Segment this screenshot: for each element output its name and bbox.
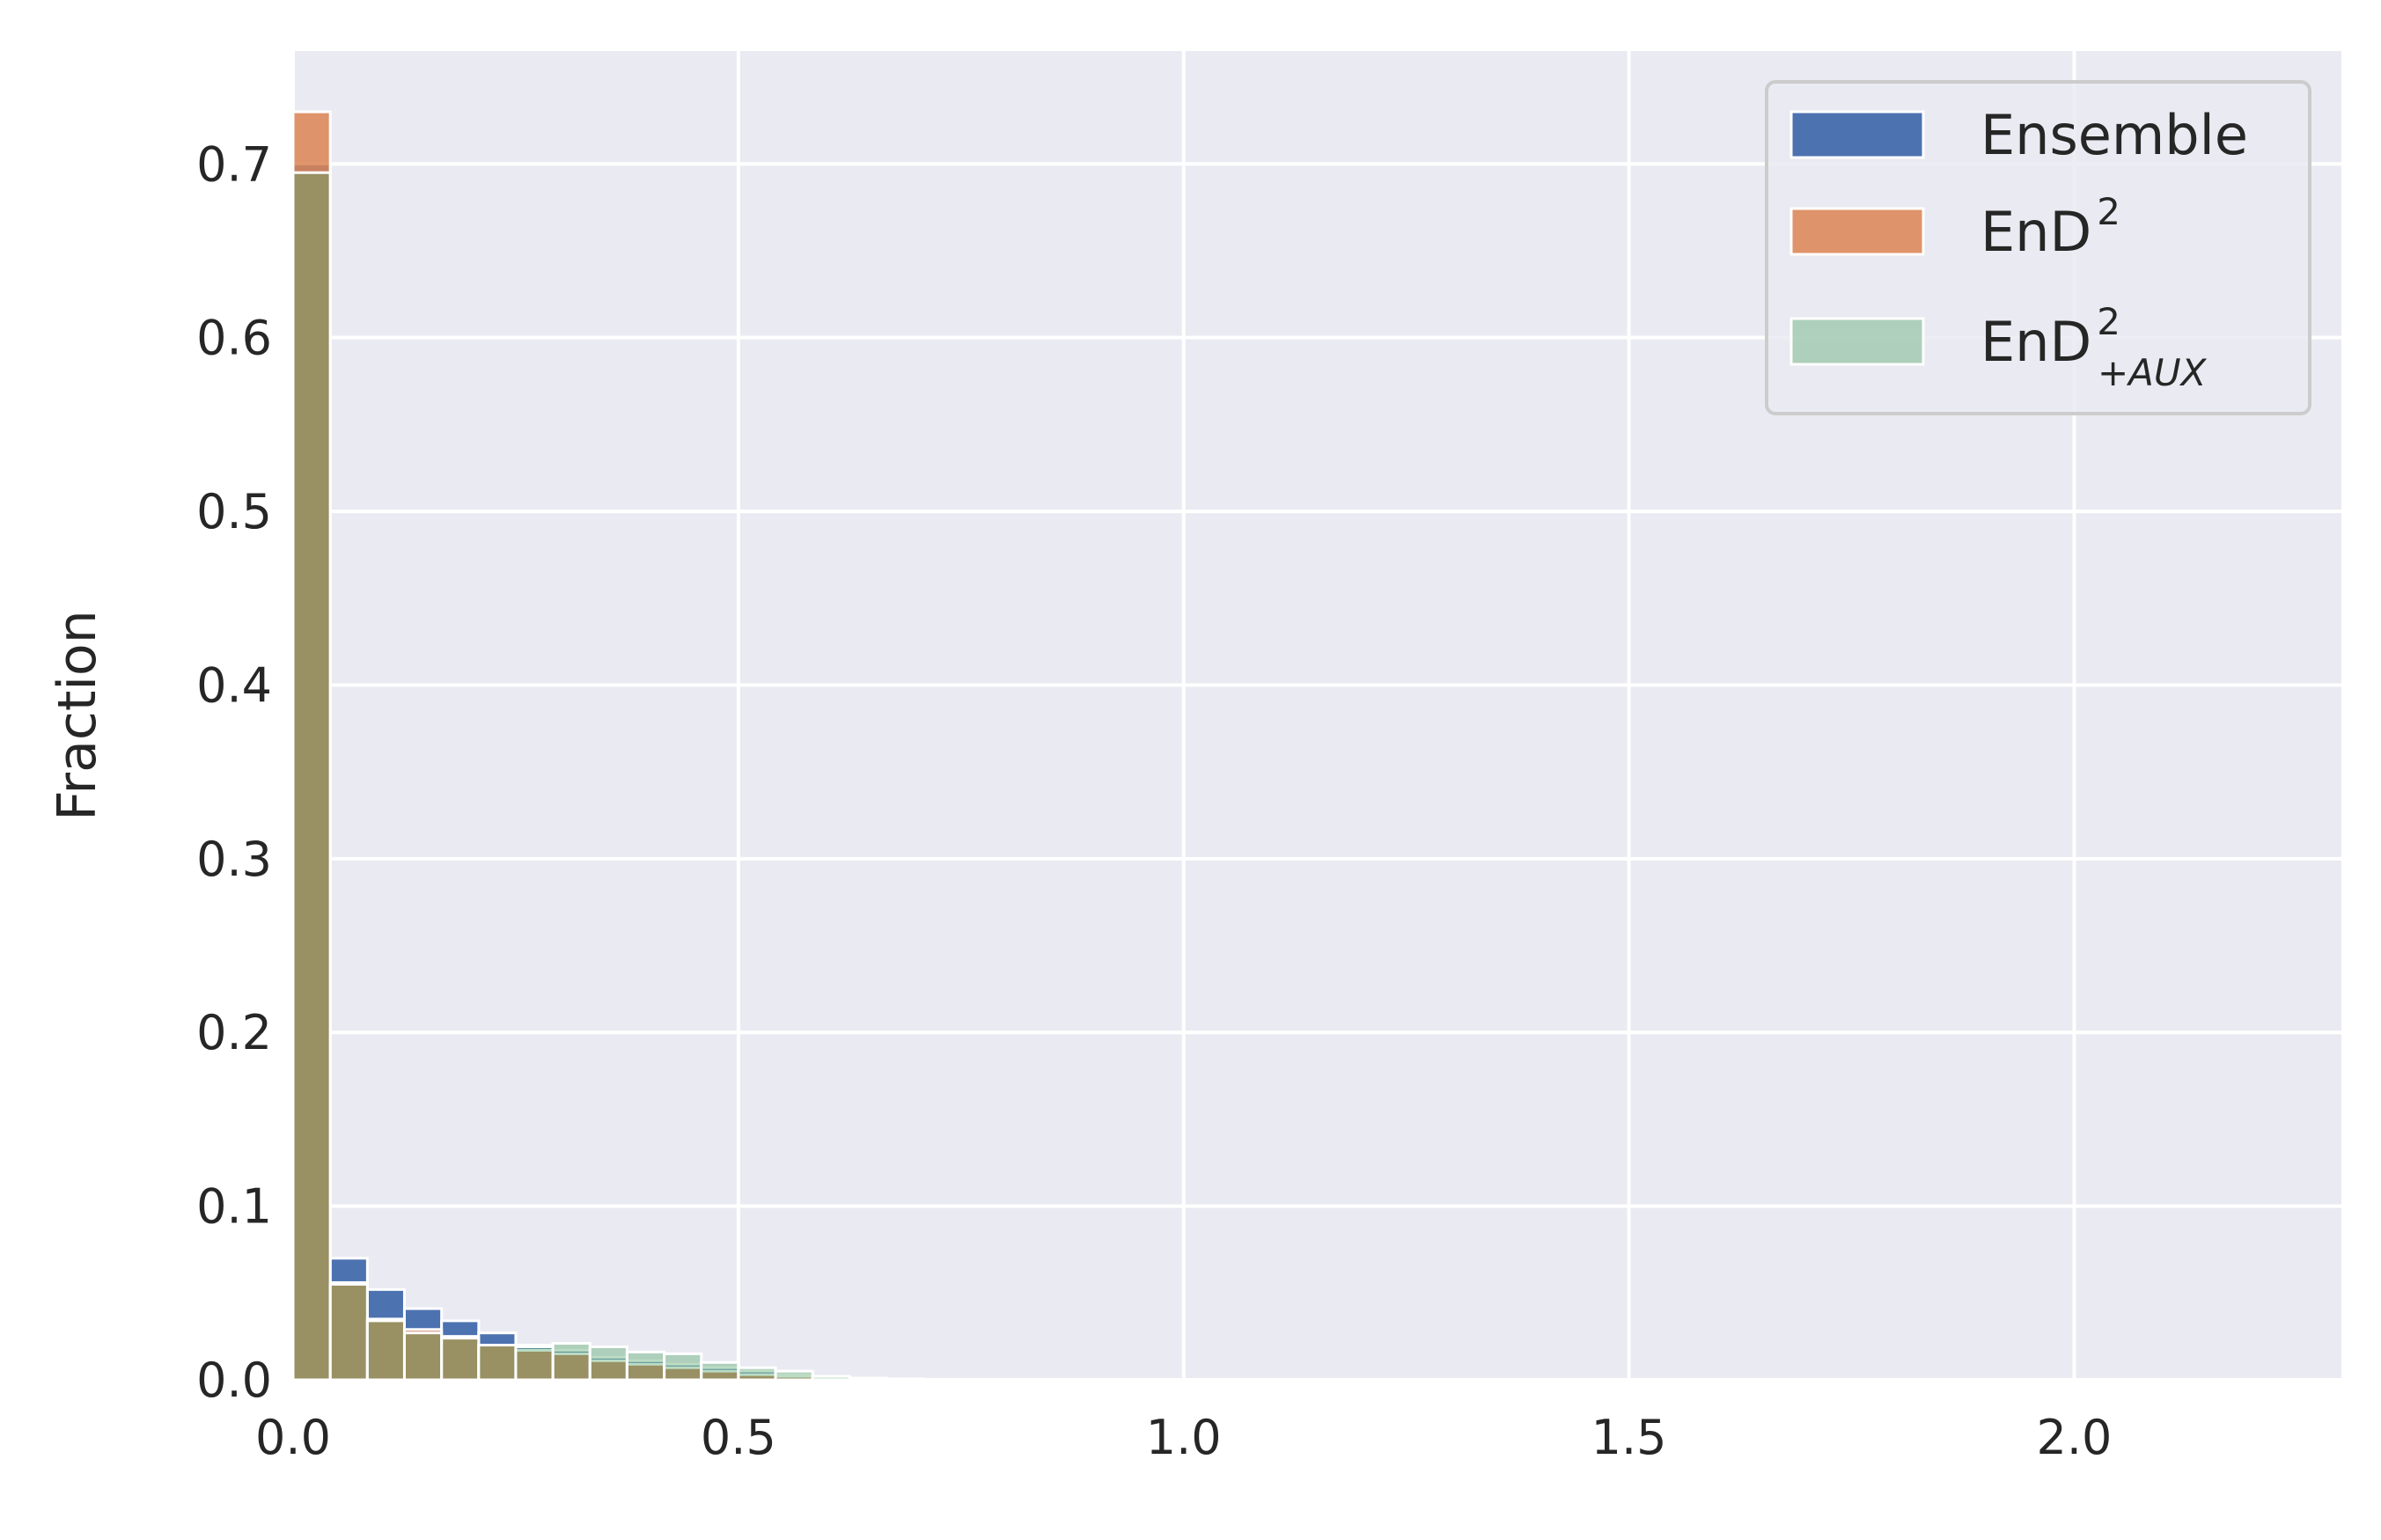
bar-s2-b13 [774, 1369, 814, 1382]
legend-label-0: Ensemble [1980, 103, 2248, 167]
bar-s2-b0 [291, 171, 332, 1382]
y-tick-labels: 0.0 0.1 0.2 0.3 0.4 0.5 0.6 0.7 [196, 136, 272, 1408]
legend-label-1: EnD 2 [1980, 190, 2120, 264]
x-tick-label-1: 0.5 [701, 1410, 776, 1465]
x-tick-label-2: 1.0 [1146, 1410, 1222, 1465]
y-tick-label-2: 0.2 [196, 1005, 272, 1060]
grid-lines [291, 51, 2341, 1382]
bar-s2-b16 [886, 1377, 926, 1382]
legend-box [1765, 80, 2311, 415]
y-tick-label-1: 0.1 [196, 1179, 272, 1235]
bar-s2-b4 [440, 1337, 481, 1382]
bar-s2-b10 [663, 1352, 703, 1382]
x-tick-labels: 0.0 0.5 1.0 1.5 2.0 [255, 1410, 2112, 1465]
bar-s2-b15 [848, 1376, 889, 1382]
bar-s2-b6 [514, 1345, 555, 1382]
x-tick-label-0: 0.0 [255, 1410, 331, 1465]
legend-label-2: EnD 2 +AUX [1980, 300, 2208, 394]
series-2-bars [291, 171, 963, 1382]
bar-s2-b3 [402, 1331, 444, 1382]
bar-s2-b2 [365, 1319, 406, 1382]
y-tick-label-5: 0.5 [196, 484, 272, 539]
y-tick-label-7: 0.7 [196, 136, 272, 192]
bar-s2-b17 [922, 1378, 963, 1382]
legend-swatch-2 [1789, 317, 1925, 366]
bar-s2-b14 [811, 1375, 851, 1382]
y-tick-label-4: 0.4 [196, 657, 272, 713]
x-tick-label-4: 2.0 [2037, 1410, 2113, 1465]
y-tick-label-3: 0.3 [196, 832, 272, 887]
bar-s2-b5 [477, 1344, 518, 1382]
bar-s2-b9 [625, 1350, 666, 1382]
y-axis-title: Fraction [47, 610, 108, 821]
bar-s2-b8 [588, 1345, 628, 1382]
bar-s2-b11 [700, 1360, 740, 1382]
bar-s2-b7 [551, 1342, 592, 1382]
bar-s2-b1 [328, 1282, 369, 1382]
bar-s0-b18 [959, 1378, 1000, 1382]
legend: Ensemble EnD 2 EnD 2 +AUX [1765, 80, 2311, 415]
y-tick-label-6: 0.6 [196, 311, 272, 366]
legend-swatch-1 [1789, 207, 1925, 256]
bars [291, 110, 1000, 1382]
bar-s2-b12 [737, 1366, 777, 1382]
legend-swatch-0 [1789, 110, 1925, 159]
y-tick-label-0: 0.0 [196, 1353, 272, 1408]
x-tick-label-3: 1.5 [1591, 1410, 1667, 1465]
